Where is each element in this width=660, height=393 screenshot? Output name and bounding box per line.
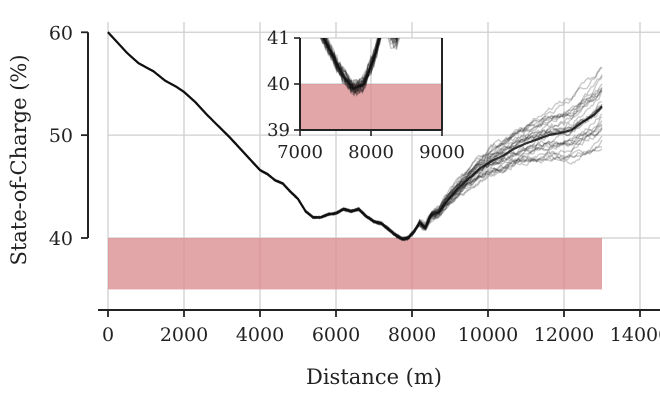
x-tick-label: 14000: [610, 324, 660, 346]
inset-trace-line: [324, 38, 398, 91]
x-tick-label: 8000: [388, 324, 436, 346]
inset-trace-line: [321, 38, 395, 94]
threshold-band: [108, 238, 602, 290]
inset-threshold-band: [300, 84, 442, 130]
x-tick-label: 12000: [534, 324, 594, 346]
inset-x-tick-labels: 7000 8000 9000: [277, 142, 465, 163]
x-tick-label: 2000: [160, 324, 208, 346]
inset-trace-line: [323, 38, 381, 91]
y-tick-label: 50: [49, 125, 73, 147]
y-tick-labels: 40 50 60: [49, 22, 73, 250]
x-tick-label: 10000: [458, 324, 518, 346]
inset-trace-line: [319, 38, 382, 95]
inset-x-tick-label: 7000: [277, 142, 323, 163]
x-tick-label: 4000: [236, 324, 284, 346]
inset-y-tick-label: 40: [267, 74, 290, 95]
inset-soc-traces: [319, 38, 401, 98]
inset-trace-line: [320, 38, 381, 93]
x-tick-label: 6000: [312, 324, 360, 346]
inset-trace-line: [325, 38, 400, 93]
inset-x-tick-label: 8000: [348, 142, 394, 163]
x-tick-labels: 0 2000 4000 6000 8000 10000 12000 14000: [102, 324, 660, 346]
inset-trace-line: [324, 38, 382, 92]
inset-axes: [294, 37, 443, 136]
inset-trace-line: [323, 38, 381, 88]
inset-y-tick-label: 41: [267, 28, 290, 49]
inset-plot: 7000 8000 9000 39 40 41: [267, 28, 465, 163]
main-plot: 02000400060008000100001200014000 405060 …: [7, 22, 660, 389]
soc-traces: [107, 31, 603, 242]
inset-trace-line: [326, 38, 381, 91]
y-axis-label: State-of-Charge (%): [7, 54, 31, 265]
soc-mean-line: [107, 31, 603, 241]
x-tick-label: 0: [102, 324, 114, 346]
axes: [81, 31, 660, 317]
inset-trace-line: [321, 38, 399, 96]
inset-trace-line: [325, 38, 380, 89]
inset-y-tick-labels: 39 40 41: [267, 28, 290, 141]
y-tick-label: 60: [49, 22, 73, 44]
inset-trace-line: [325, 38, 382, 92]
inset-mean-line: [322, 38, 398, 90]
inset-x-tick-label: 9000: [419, 142, 465, 163]
y-tick-label: 40: [49, 228, 73, 250]
x-axis-label: Distance (m): [306, 365, 442, 389]
inset-y-tick-label: 39: [267, 120, 290, 141]
inset-trace-line: [319, 38, 394, 95]
